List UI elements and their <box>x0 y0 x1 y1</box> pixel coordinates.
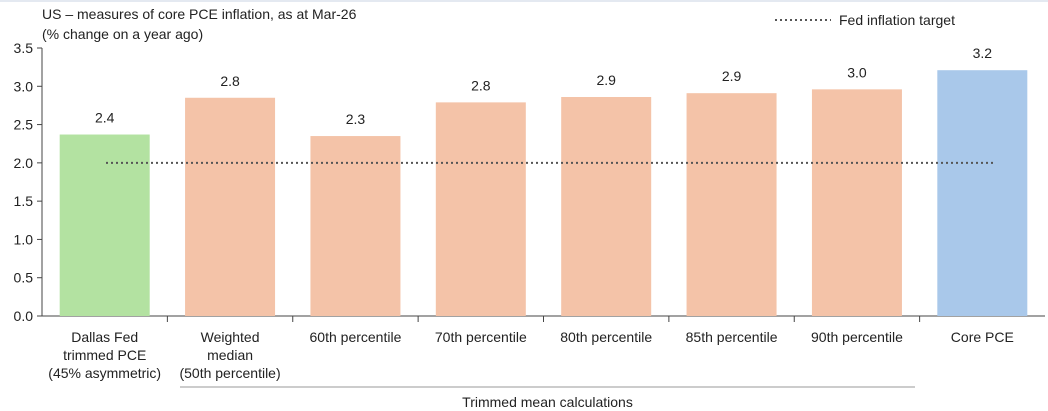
y-tick-label: 3.0 <box>14 78 34 94</box>
y-tick-label: 1.0 <box>14 231 34 247</box>
bar <box>310 136 401 316</box>
x-category-label-line: Core PCE <box>950 329 1014 345</box>
data-label: 2.9 <box>596 72 616 88</box>
x-category-label-line: 80th percentile <box>560 329 653 345</box>
y-tick-label: 0.0 <box>14 308 34 324</box>
bar <box>811 89 902 316</box>
data-label: 3.0 <box>847 64 867 80</box>
x-category-label-line: (45% asymmetric) <box>48 365 162 381</box>
y-tick-label: 2.5 <box>14 117 34 133</box>
bar <box>937 70 1028 316</box>
y-tick-label: 1.5 <box>14 193 34 209</box>
x-category-label-line: 70th percentile <box>434 329 527 345</box>
bar <box>185 97 276 317</box>
bar <box>59 134 150 316</box>
x-category-label-line: (50th percentile) <box>179 365 281 381</box>
bar <box>561 97 652 317</box>
chart-subtitle: (% change on a year ago) <box>42 26 204 42</box>
x-category-label: 85th percentile <box>670 328 794 346</box>
data-label: 2.9 <box>722 68 742 84</box>
x-category-label-line: trimmed PCE <box>63 347 147 363</box>
chart-title: US – measures of core PCE inflation, as … <box>42 6 357 22</box>
x-category-label: Dallas Fed trimmed PCE (45% asymmetric) <box>43 328 167 382</box>
data-label: 2.8 <box>471 77 491 93</box>
x-category-label-line: 85th percentile <box>685 329 778 345</box>
x-category-label-line: Weighted <box>200 329 260 345</box>
x-category-label-line: 60th percentile <box>309 329 402 345</box>
legend-dotted-line-icon <box>775 19 831 21</box>
x-category-label-line: median <box>207 347 254 363</box>
x-category-label: 60th percentile <box>293 328 417 346</box>
data-label: 2.4 <box>95 110 115 126</box>
y-tick-label: 0.5 <box>14 270 34 286</box>
bar <box>686 93 777 316</box>
x-category-label: Core PCE <box>920 328 1044 346</box>
x-category-label: 90th percentile <box>795 328 919 346</box>
bar <box>435 102 526 316</box>
group-label: Trimmed mean calculations <box>462 394 633 410</box>
x-category-label: Weighted median (50th percentile) <box>168 328 292 382</box>
y-tick-label: 2.0 <box>14 155 34 171</box>
x-category-label-line: 90th percentile <box>811 329 903 345</box>
legend-label: Fed inflation target <box>839 12 955 28</box>
legend: Fed inflation target <box>773 12 955 28</box>
x-category-label: 80th percentile <box>544 328 668 346</box>
data-label: 2.8 <box>220 73 240 89</box>
data-label: 2.3 <box>346 111 366 127</box>
x-category-label: 70th percentile <box>419 328 543 346</box>
data-label: 3.2 <box>973 45 993 61</box>
x-category-label-line: Dallas Fed <box>71 329 139 345</box>
y-tick-label: 3.5 <box>14 40 34 56</box>
